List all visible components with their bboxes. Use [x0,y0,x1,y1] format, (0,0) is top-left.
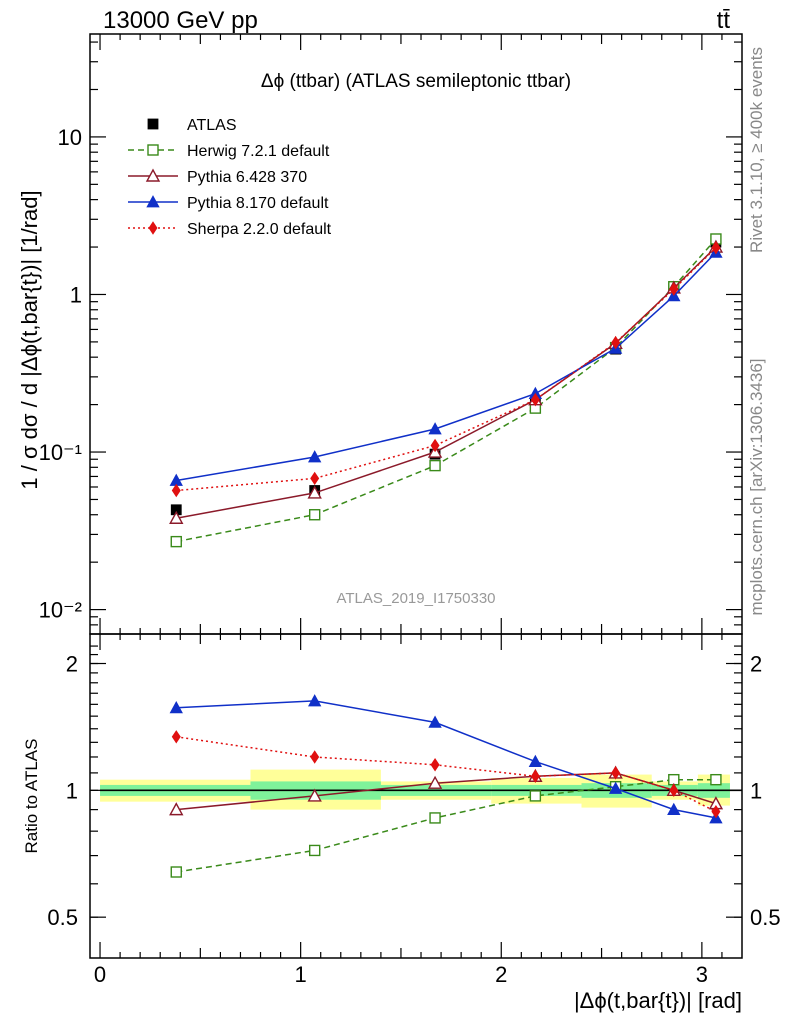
legend-marker [148,221,158,235]
legend-label: Herwig 7.2.1 default [187,143,330,160]
ratio-point-sherpa-2-2-0-default [310,750,320,764]
ratio-point-herwig-7-2-1-default [308,844,321,857]
main-y-tick-label: 1 [70,282,82,307]
ratio-point-sherpa-2-2-0-default [430,758,440,772]
ratio-point-pythia-8-170-default [428,715,442,728]
ratio-point-herwig-7-2-1-default [710,773,722,786]
ratio-point-pythia-6-428-370 [169,802,184,816]
ratio-series-pythia-8-170-default [169,694,723,824]
main-series-sherpa-2-2-0-default [171,241,721,498]
main-point-pythia-6-428-370 [307,485,322,499]
main-point-herwig-7-2-1-default [429,459,441,472]
main-point-pythia-6-428-370 [169,510,184,524]
ratio-point-sherpa-2-2-0-default [171,730,181,744]
legend-marker [145,168,161,182]
main-point-sherpa-2-2-0-default [669,282,679,296]
main-y-tick-label: 10⁻² [39,598,82,623]
main-point-sherpa-2-2-0-default [530,392,540,407]
main-line-pythia-6-428-370 [176,246,717,519]
legend-marker [147,118,159,130]
legend-label: Pythia 8.170 default [187,195,329,212]
ratio-y-tick-label-right: 2 [750,652,762,677]
ratio-point-herwig-7-2-1-default [529,790,542,802]
main-line-sherpa-2-2-0-default [176,247,717,492]
main-point-sherpa-2-2-0-default [711,241,721,255]
main-series-pythia-6-428-370 [169,239,724,524]
x-tick-label: 1 [295,962,307,987]
ratio-point-pythia-6-428-370 [307,788,322,802]
main-plot-title: Δϕ (ttbar) (ATLAS semileptonic ttbar) [261,71,571,92]
main-y-tick-label: 10⁻¹ [39,440,82,465]
x-tick-label: 3 [696,962,708,987]
main-point-sherpa-2-2-0-default [611,335,621,350]
ratio-point-pythia-8-170-default [667,802,681,816]
x-tick-label: 2 [495,962,507,987]
ratio-point-herwig-7-2-1-default [170,866,182,878]
ratio-point-herwig-7-2-1-default [429,812,441,824]
ratio-point-sherpa-2-2-0-default [669,783,679,798]
x-axis-label: |Δϕ(t,bar{t})| [rad] [574,988,742,1013]
main-series-herwig-7-2-1-default [170,233,722,548]
main-point-pythia-8-170-default [308,450,322,463]
main-point-sherpa-2-2-0-default [171,483,181,498]
ratio-y-axis-label: Ratio to ATLAS [22,739,41,854]
ratio-point-sherpa-2-2-0-default [611,766,621,780]
legend-entry-pythia-8-170-default: Pythia 8.170 default [128,195,329,212]
ratio-y-tick-label-right: 1 [750,778,762,803]
ratio-y-tick-label-left: 2 [66,652,78,677]
header-right: tt̄ [717,7,731,34]
ratio-series-sherpa-2-2-0-default [171,730,721,819]
rivet-version-label: Rivet 3.1.10, ≥ 400k events [747,47,766,253]
legend: ATLAS Herwig 7.2.1 default Pythia 6.428 37… [128,117,332,238]
main-line-herwig-7-2-1-default [176,238,717,543]
analysis-watermark: ATLAS_2019_I1750330 [336,590,495,607]
header-left: 13000 GeV pp [103,7,258,34]
ratio-point-sherpa-2-2-0-default [530,769,540,783]
ratio-point-pythia-8-170-default [608,781,623,794]
ratio-point-pythia-6-428-370 [427,775,443,789]
legend-entry-pythia-6-428-370: Pythia 6.428 370 [128,168,307,186]
ratio-y-tick-label-right: 0.5 [750,905,781,930]
legend-entry-atlas: ATLAS [147,117,237,134]
legend-label: ATLAS [187,117,237,134]
main-series-pythia-8-170-default [169,245,723,486]
ratio-point-pythia-8-170-default [528,754,543,768]
ratio-plot: 0.5 0.5 1 1 2 2 0 1 2 3 Ratio to ATLAS |Δϕ(t,bar{… [22,633,781,1013]
main-point-herwig-7-2-1-default [170,535,182,548]
legend-entry-sherpa-2-2-0-default: Sherpa 2.2.0 default [128,221,332,238]
main-point-sherpa-2-2-0-default [430,438,440,453]
legend-marker [146,195,160,208]
x-tick-label: 0 [94,962,106,987]
main-series-atlas [170,236,722,516]
ratio-y-tick-label-left: 0.5 [47,905,78,930]
legend-label: Pythia 6.428 370 [187,169,307,186]
ratio-point-pythia-8-170-default [308,694,322,707]
ratio-point-pythia-8-170-default [169,700,183,714]
ratio-plot-frame [89,633,743,959]
main-point-sherpa-2-2-0-default [310,471,320,486]
mcplots-source-label: mcplots.cern.ch [arXiv:1306.3436] [747,358,766,615]
main-plot: 10⁻² 10⁻¹ 1 10 Δϕ (ttbar) (ATLAS semilepton… [17,33,743,635]
main-y-axis-label: 1 / σ dσ / d |Δϕ(t,bar{t})| [1/rad] [17,190,42,489]
ratio-y-tick-label-left: 1 [66,778,78,803]
main-point-herwig-7-2-1-default [308,509,321,521]
legend-label: Sherpa 2.2.0 default [187,221,332,238]
ratio-point-sherpa-2-2-0-default [711,804,721,819]
legend-marker [147,144,159,156]
legend-entry-herwig-7-2-1-default: Herwig 7.2.1 default [128,143,330,160]
main-y-tick-label: 10 [58,125,82,150]
ratio-series-herwig-7-2-1-default [170,773,722,878]
main-point-pythia-8-170-default [428,422,442,435]
